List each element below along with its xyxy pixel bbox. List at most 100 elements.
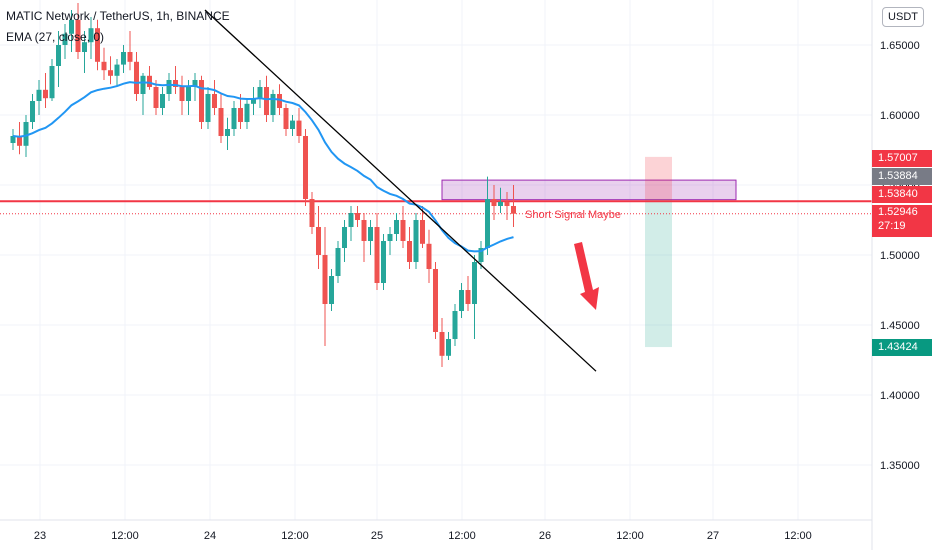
candle [309, 192, 315, 234]
candle [101, 47, 107, 80]
candle [322, 227, 328, 346]
position-stop-area [645, 156, 672, 200]
candle-body [160, 94, 165, 108]
y-tick-label: 1.45000 [880, 320, 920, 332]
candle-body [134, 61, 139, 94]
symbol-title[interactable]: MATIC Network / TetherUS, 1h, BINANCE [6, 9, 230, 23]
candle-body [108, 70, 113, 76]
candle [140, 73, 146, 115]
candle [361, 213, 367, 262]
candle-body [36, 89, 42, 101]
candle-body [348, 213, 354, 227]
candle-body [465, 290, 471, 304]
candle-body [75, 19, 81, 52]
price-tag-last: 1.52946 27:19 [872, 205, 932, 237]
candle-body [173, 80, 178, 87]
candle [446, 332, 451, 360]
candle [62, 24, 68, 59]
candle [433, 262, 438, 339]
candle [283, 103, 289, 136]
candle-body [121, 52, 126, 65]
y-tick-label: 1.60000 [880, 110, 920, 122]
candle-body [231, 108, 237, 129]
candle-body [186, 87, 191, 101]
candle-body [452, 311, 458, 339]
candle [69, 10, 74, 52]
candle-body [127, 52, 133, 62]
candle-body [62, 33, 68, 45]
candle [329, 269, 334, 311]
x-tick-label: 27 [707, 530, 719, 542]
candle-body [394, 220, 399, 234]
candle-body [147, 75, 152, 87]
candle [95, 19, 100, 71]
candle-body [212, 94, 217, 108]
x-tick-label: 23 [34, 530, 46, 542]
candle [511, 185, 516, 227]
candle [173, 66, 178, 94]
candle-body [504, 201, 510, 206]
candle-body [381, 241, 386, 283]
candle-body [342, 227, 347, 248]
candle [10, 129, 16, 150]
candle [88, 17, 94, 59]
candle [257, 80, 263, 108]
candle-body [511, 206, 516, 214]
candle-body [69, 19, 74, 34]
candle [30, 94, 35, 129]
candle [244, 98, 250, 129]
candle [43, 73, 48, 108]
candle-body [23, 122, 29, 146]
candle-body [446, 339, 451, 356]
candle [212, 80, 217, 115]
candle [225, 117, 230, 150]
candle [394, 213, 399, 241]
candle-body [192, 80, 198, 87]
candle-body [472, 262, 477, 304]
candle-body [368, 227, 373, 241]
candle-body [316, 227, 321, 255]
candle-body [303, 136, 308, 199]
candle-body [283, 108, 289, 129]
candle-body [238, 108, 243, 122]
candle [439, 318, 445, 367]
candle-body [290, 120, 295, 129]
ema-legend[interactable]: EMA (27, close, 0) [6, 30, 105, 44]
candle [199, 75, 204, 129]
candle-body [114, 64, 120, 76]
candle-body [485, 199, 490, 248]
candle-body [225, 129, 230, 136]
candle [153, 80, 159, 115]
candle [413, 213, 419, 269]
candle [134, 52, 139, 101]
candle-body [82, 42, 87, 52]
candle [465, 276, 471, 311]
x-tick-label: 26 [539, 530, 551, 542]
candle [472, 255, 477, 339]
candle [218, 94, 224, 143]
candle-body [459, 290, 464, 311]
candle [387, 227, 393, 255]
candle [36, 80, 42, 115]
candle [179, 75, 185, 115]
candle [426, 229, 432, 283]
candle-body [257, 87, 263, 99]
candle [491, 185, 497, 220]
candle [335, 241, 341, 283]
candle-body [10, 136, 16, 143]
candle-body [309, 199, 315, 227]
candle [192, 73, 198, 101]
candle-body [400, 220, 406, 241]
candle-body [30, 101, 35, 122]
candle-body [413, 220, 419, 262]
candle [368, 220, 373, 255]
candle [114, 59, 120, 87]
candle [270, 89, 276, 122]
candle-body [387, 234, 393, 241]
candle [498, 187, 503, 213]
currency-badge[interactable]: USDT [882, 7, 924, 27]
candle [316, 206, 321, 269]
short-signal-annotation: Short Signal Maybe [525, 209, 621, 221]
position-target-area [645, 199, 672, 348]
